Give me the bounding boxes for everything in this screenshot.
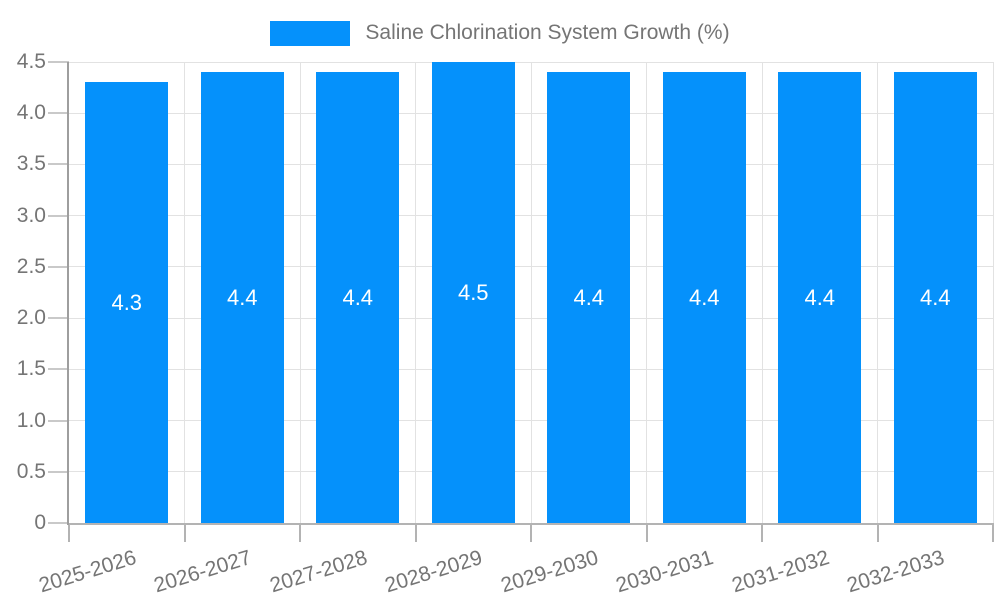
y-tick-label: 3.5 (16, 152, 46, 176)
bar-value-label: 4.5 (457, 279, 489, 305)
y-tick (48, 470, 69, 473)
y-tick (48, 265, 69, 268)
bar-value-label: 4.4 (919, 284, 951, 310)
legend-swatch (270, 20, 351, 46)
y-tick (48, 522, 69, 524)
y-tick-label: 4.0 (16, 101, 46, 125)
x-gridline (646, 62, 647, 523)
x-axis-line (69, 523, 993, 525)
bar[interactable] (547, 72, 631, 523)
y-tick-label: 4.5 (16, 50, 46, 73)
y-tick (48, 163, 69, 166)
bar-value-label: 4.3 (111, 289, 143, 315)
bar[interactable] (778, 72, 862, 523)
y-tick-label: 2.0 (16, 306, 46, 330)
x-gridline (530, 62, 532, 523)
y-tick (48, 419, 69, 422)
x-tick (414, 523, 417, 542)
y-tick-label: 2.5 (16, 254, 46, 278)
bar[interactable] (662, 72, 746, 523)
bar-value-label: 4.4 (342, 284, 374, 310)
x-gridline (184, 62, 185, 523)
x-gridline (761, 62, 763, 523)
bar[interactable] (200, 72, 284, 523)
bar[interactable] (431, 62, 515, 523)
bar[interactable] (316, 72, 400, 523)
y-tick (48, 214, 69, 217)
y-tick (48, 317, 69, 320)
x-gridline (415, 62, 416, 523)
y-tick (48, 368, 69, 371)
y-tick-label: 1.5 (16, 357, 46, 381)
bar-value-label: 4.4 (688, 284, 720, 310)
x-tick (992, 523, 994, 542)
bar[interactable] (85, 82, 169, 523)
bar-value-label: 4.4 (573, 284, 605, 310)
x-gridline (877, 62, 878, 523)
x-tick (68, 523, 70, 542)
y-tick-label: 0 (34, 511, 46, 534)
y-tick (48, 61, 69, 63)
x-gridline (992, 62, 994, 523)
x-tick (530, 523, 532, 542)
x-tick (645, 523, 648, 542)
chart-legend: Saline Chlorination System Growth (%) (0, 20, 1000, 46)
x-tick (876, 523, 879, 542)
x-tick (761, 523, 763, 542)
y-tick-label: 0.5 (16, 459, 46, 483)
x-gridline (299, 62, 301, 523)
x-tick (183, 523, 186, 542)
y-tick-label: 1.0 (16, 408, 46, 432)
bar-value-label: 4.4 (226, 284, 258, 310)
y-axis-line (67, 62, 69, 525)
legend-label: Saline Chlorination System Growth (%) (365, 21, 730, 44)
y-tick (48, 112, 69, 115)
bar[interactable] (893, 72, 977, 523)
y-tick-label: 3.0 (16, 203, 46, 227)
x-tick (299, 523, 301, 542)
bar-value-label: 4.4 (804, 284, 836, 310)
